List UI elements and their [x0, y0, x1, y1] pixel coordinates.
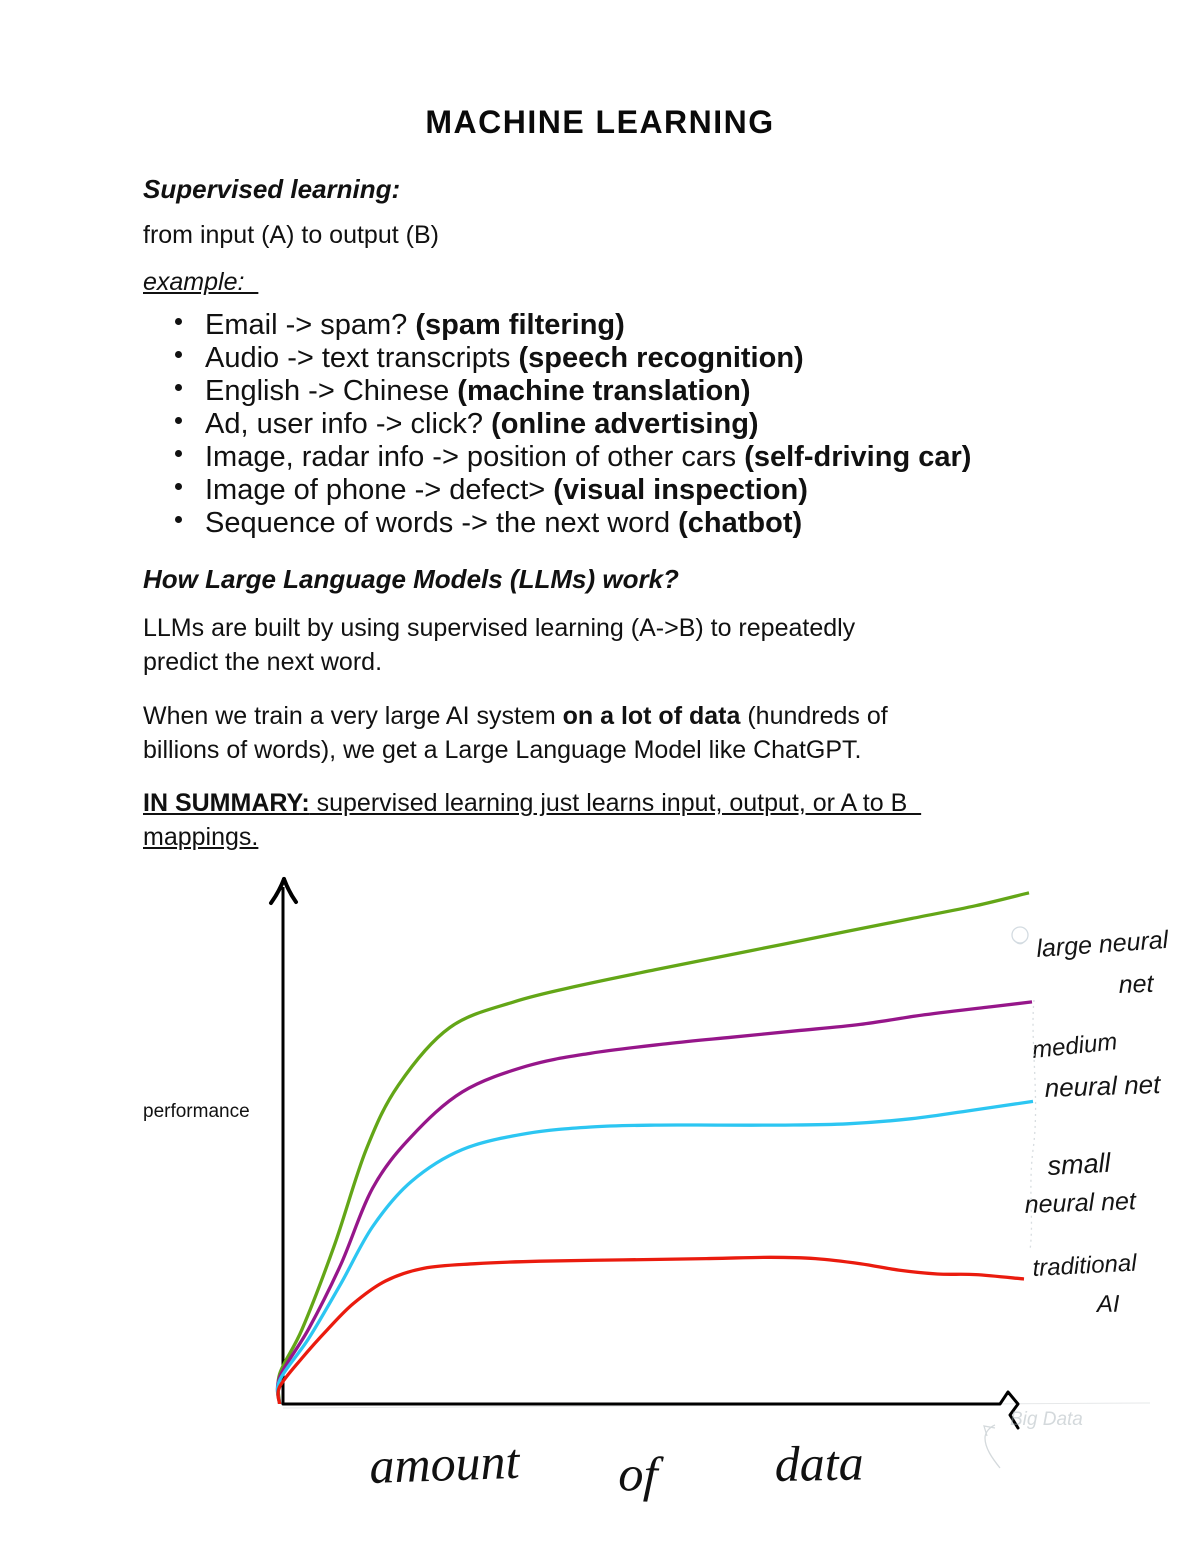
svg-text:net: net	[1118, 970, 1155, 999]
svg-text:medium: medium	[1031, 1028, 1119, 1064]
svg-text:small: small	[1047, 1148, 1112, 1181]
svg-text:neural net: neural net	[1044, 1069, 1162, 1103]
svg-text:traditional: traditional	[1032, 1250, 1138, 1282]
svg-text:performance: performance	[143, 1101, 250, 1122]
svg-text:Big Data: Big Data	[1010, 1409, 1083, 1430]
svg-text:neural net: neural net	[1024, 1187, 1137, 1219]
svg-text:data: data	[774, 1434, 864, 1492]
svg-text:AI: AI	[1095, 1291, 1120, 1318]
svg-text:amount: amount	[368, 1433, 521, 1494]
svg-text:large neural: large neural	[1035, 926, 1170, 963]
svg-text:of: of	[618, 1445, 665, 1503]
